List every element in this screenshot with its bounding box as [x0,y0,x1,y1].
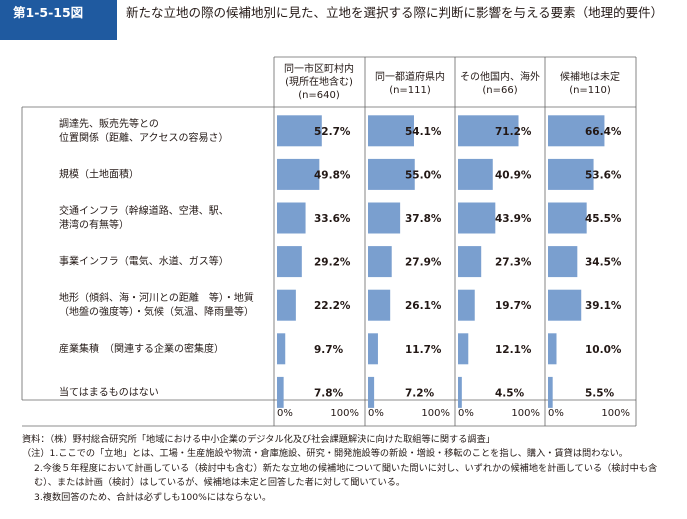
bar [277,115,322,147]
bar [458,376,462,408]
value-label: 53.6% [585,169,622,181]
series-header: 同一市区町村内 [284,62,354,75]
value-label: 71.2% [495,126,532,138]
bar [458,246,482,278]
value-label: 55.0% [405,169,442,181]
bar [277,246,302,278]
value-label: 39.1% [585,300,622,312]
bar [458,289,475,321]
series-header: 同一都道府県内 [375,70,445,83]
value-label: 33.6% [314,213,351,225]
bar [368,333,378,365]
bar [458,158,493,190]
bar [548,376,553,408]
value-label: 7.8% [314,387,344,399]
note-3: 3.複数回答のため、合計は必ずしも100%にはならない。 [34,491,272,503]
value-label: 49.8% [314,169,351,181]
bar [368,158,415,190]
tick-label: 0% [458,408,474,419]
value-label: 10.0% [585,344,622,356]
bar [368,202,401,234]
bar [277,376,284,408]
value-label: 45.5% [585,213,622,225]
value-label: 54.1% [405,126,442,138]
category-label: 規模（土地面積） [59,167,139,180]
tick-label: 100% [511,408,540,419]
value-label: 22.2% [314,300,351,312]
tick-label: 0% [548,408,564,419]
tick-label: 100% [330,408,359,419]
bar [277,202,306,234]
figure-number: 第1-5-15図 [0,0,117,40]
tick-label: 100% [421,408,450,419]
bar [277,158,320,190]
value-label: 52.7% [314,126,351,138]
value-label: 37.8% [405,213,442,225]
value-label: 29.2% [314,257,351,269]
bar [277,333,286,365]
value-label: 19.7% [495,300,532,312]
value-label: 12.1% [495,344,532,356]
note-1: （注）1.ここでの「立地」とは、工場・生産施設や物流・倉庫施設、研究・開発施設等… [22,448,628,460]
tick-label: 0% [277,408,293,419]
bar [368,376,375,408]
series-header: (現所在地含む) [285,75,353,88]
bar [368,115,414,147]
bar [368,246,392,278]
value-label: 7.2% [405,387,435,399]
bar [458,202,496,234]
value-label: 66.4% [585,126,622,138]
value-label: 26.1% [405,300,442,312]
note-2: 2.今後５年程度において計画している（検討中も含む）新たな立地の候補地について聞… [34,462,658,489]
value-label: 4.5% [495,387,525,399]
bar [548,115,605,147]
bar [548,202,587,234]
category-label: 調達先、販売先等との [59,117,159,130]
figure-header: 第1-5-15図 新たな立地の際の候補地別に見た、立地を選択する際に判断に影響を… [0,0,687,40]
series-header: (n=66) [482,85,517,96]
bar [548,333,557,365]
bar [548,289,582,321]
value-label: 43.9% [495,213,532,225]
figure-title: 新たな立地の際の候補地別に見た、立地を選択する際に判断に影響を与える要素（地理的… [126,5,664,20]
notes: 資料：（株）野村総合研究所「地域における中小企業のデジタル化及び社会課題解決に向… [22,433,672,505]
bar [368,289,391,321]
series-header: (n=640) [298,90,340,101]
category-label: （地盤の強度等）・気候（気温、降雨量等） [59,305,254,318]
bar [548,158,594,190]
bar [277,289,296,321]
bar [548,246,578,278]
bar [458,333,469,365]
series-header: (n=111) [389,85,431,96]
value-label: 27.3% [495,257,532,269]
category-label: 事業インフラ（電気、水道、ガス等） [59,255,229,268]
category-label: 交通インフラ（幹線道路、空港、駅、 [59,204,229,217]
tick-label: 0% [368,408,384,419]
source-note: 資料：（株）野村総合研究所「地域における中小企業のデジタル化及び社会課題解決に向… [22,434,495,445]
value-label: 9.7% [314,344,344,356]
bar [458,115,519,147]
category-label: 産業集積 （関連する企業の密集度） [59,342,224,355]
tick-label: 100% [601,408,630,419]
value-label: 5.5% [585,387,615,399]
category-label: 港湾の有無等） [59,218,129,231]
value-label: 11.7% [405,344,442,356]
value-label: 27.9% [405,257,442,269]
value-label: 40.9% [495,169,532,181]
category-label: 位置関係（距離、アクセスの容易さ） [59,131,229,144]
category-label: 当てはまるものはない [59,385,159,398]
value-label: 34.5% [585,257,622,269]
series-header: (n=110) [569,85,611,96]
category-label: 地形（傾斜、海・河川との距離 等）・地質 [59,291,254,304]
series-header: 候補地は未定 [560,70,620,83]
series-header: その他国内、海外 [460,70,540,83]
